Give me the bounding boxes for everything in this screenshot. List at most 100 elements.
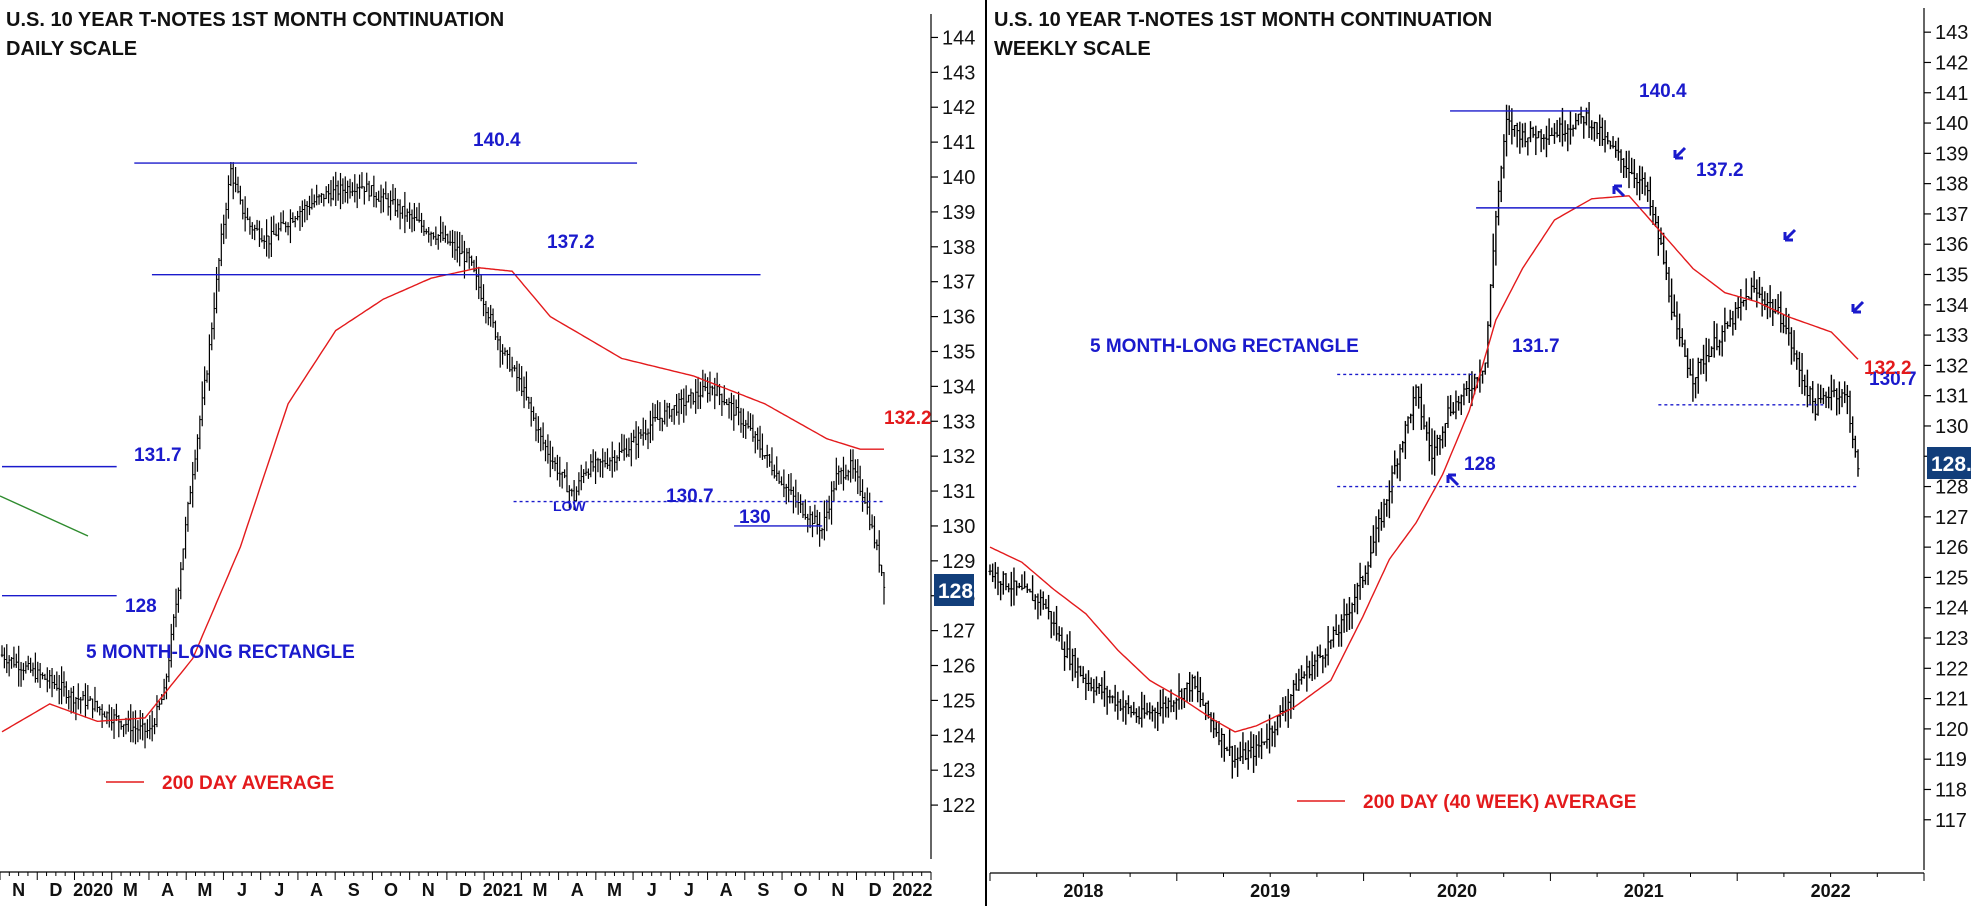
level-label-130-7: 130.7 <box>666 486 714 507</box>
x-tick-label: A <box>161 880 174 900</box>
daily-title-line1: U.S. 10 YEAR T-NOTES 1ST MONTH CONTINUAT… <box>6 9 505 31</box>
x-tick-label: 2022 <box>1811 881 1851 901</box>
x-tick-label: 2021 <box>1624 881 1664 901</box>
last-value-badge <box>934 574 974 606</box>
y-tick-label: 141 <box>942 132 975 154</box>
y-tick-label: 123 <box>1935 628 1968 650</box>
level-label-137-2: 137.2 <box>1696 160 1744 181</box>
x-tick-label: J <box>684 880 694 900</box>
y-tick-label: 130 <box>1935 416 1968 438</box>
x-tick-label: N <box>831 880 844 900</box>
legend-label: 200 DAY AVERAGE <box>162 773 334 794</box>
y-tick-label: 134 <box>1935 295 1968 317</box>
x-tick-label: A <box>310 880 323 900</box>
chart-panel-weekly: 1171181191201211221231241251261271281291… <box>988 8 1971 901</box>
x-tick-label: D <box>869 880 882 900</box>
y-tick-label: 118 <box>1935 779 1967 801</box>
daily-title-line2: DAILY SCALE <box>6 38 138 60</box>
y-tick-label: 142 <box>1935 52 1968 74</box>
x-tick-label: D <box>49 880 62 900</box>
y-tick-label: 143 <box>942 62 975 84</box>
x-tick-label: M <box>607 880 622 900</box>
y-tick-label: 142 <box>942 97 975 119</box>
y-tick-label: 137 <box>1935 204 1968 226</box>
y-tick-label: 140 <box>942 167 975 189</box>
y-tick-label: 124 <box>942 725 975 747</box>
arrow-marker <box>1783 228 1797 242</box>
y-tick-label: 135 <box>942 341 975 363</box>
x-tick-label: O <box>384 880 398 900</box>
weekly-title-line2: WEEKLY SCALE <box>994 38 1151 60</box>
level-label-137-2: 137.2 <box>547 232 595 253</box>
y-tick-label: 132 <box>942 446 975 468</box>
y-tick-label: 125 <box>1935 567 1968 589</box>
y-tick-label: 136 <box>1935 234 1968 256</box>
y-tick-label: 124 <box>1935 598 1968 620</box>
low-label: LOW <box>553 498 586 514</box>
y-tick-label: 133 <box>942 411 975 433</box>
average-line <box>1 266 884 733</box>
weekly-title-line1: U.S. 10 YEAR T-NOTES 1ST MONTH CONTINUAT… <box>994 9 1493 31</box>
last-value-badge-text: 128. <box>1931 453 1971 476</box>
y-tick-label: 126 <box>942 656 975 678</box>
rectangle-annotation: 5 MONTH-LONG RECTANGLE <box>86 642 355 663</box>
x-tick-label: M <box>532 880 547 900</box>
y-tick-label: 134 <box>942 376 975 398</box>
y-tick-label: 139 <box>1935 143 1968 165</box>
average-line <box>989 195 1859 733</box>
y-tick-label: 138 <box>942 237 975 259</box>
y-tick-label: 132 <box>1935 355 1968 377</box>
y-tick-label: 122 <box>942 795 975 817</box>
y-tick-label: 144 <box>942 27 975 49</box>
x-tick-label: M <box>123 880 138 900</box>
x-tick-label: J <box>274 880 284 900</box>
y-tick-label: 123 <box>942 760 975 782</box>
y-tick-label: 139 <box>942 202 975 224</box>
y-tick-label: 121 <box>1935 689 1968 711</box>
level-label-130: 130 <box>739 507 771 528</box>
level-label-140-4: 140.4 <box>1639 81 1687 102</box>
x-tick-label: J <box>237 880 247 900</box>
level-label-131-7: 131.7 <box>134 445 182 466</box>
x-tick-label: D <box>459 880 472 900</box>
y-tick-label: 117 <box>1935 810 1967 832</box>
y-tick-label: 131 <box>942 481 975 503</box>
y-tick-label: 133 <box>1935 325 1968 347</box>
x-tick-label: A <box>571 880 584 900</box>
level-label-130-7: 130.7 <box>1869 369 1917 390</box>
y-tick-label: 141 <box>1935 83 1968 105</box>
legend-label: 200 DAY (40 WEEK) AVERAGE <box>1363 792 1636 813</box>
y-tick-label: 129 <box>942 551 975 573</box>
level-label-128: 128 <box>1464 454 1496 475</box>
arrow-marker <box>1612 184 1626 198</box>
x-tick-label: S <box>348 880 360 900</box>
x-tick-label: N <box>422 880 435 900</box>
level-label-131-7: 131.7 <box>1512 336 1560 357</box>
x-tick-label: S <box>757 880 769 900</box>
daily-chart-title: U.S. 10 YEAR T-NOTES 1ST MONTH CONTINUAT… <box>6 6 504 64</box>
y-tick-label: 119 <box>1935 749 1967 771</box>
last-value-badge <box>1927 447 1971 479</box>
x-tick-label: 2019 <box>1250 881 1290 901</box>
x-tick-label: 2020 <box>73 880 113 900</box>
y-tick-label: 127 <box>942 621 975 643</box>
average-value-label: 132.2 <box>1864 358 1912 379</box>
average-value-label: 132.2 <box>884 408 932 429</box>
last-value-badge-text: 128. <box>938 580 979 603</box>
rectangle-annotation: 5 MONTH-LONG RECTANGLE <box>1090 336 1359 357</box>
y-tick-label: 136 <box>942 307 975 329</box>
x-tick-label: 2018 <box>1063 881 1103 901</box>
y-tick-label: 127 <box>1935 507 1968 529</box>
y-tick-label: 128 <box>1935 477 1968 499</box>
arrow-marker <box>1673 146 1687 160</box>
x-tick-label: O <box>794 880 808 900</box>
y-tick-label: 122 <box>1935 658 1968 680</box>
y-tick-label: 138 <box>1935 174 1968 196</box>
arrow-marker <box>1851 300 1865 314</box>
y-tick-label: 135 <box>1935 265 1968 287</box>
chart-panel-daily: 122 123 124 125 126 127 128 129 130 131 132 133 134 1… <box>0 14 979 900</box>
y-tick-label: 130 <box>942 516 975 538</box>
y-tick-label: 120 <box>1935 719 1968 741</box>
y-tick-label: 137 <box>942 272 975 294</box>
